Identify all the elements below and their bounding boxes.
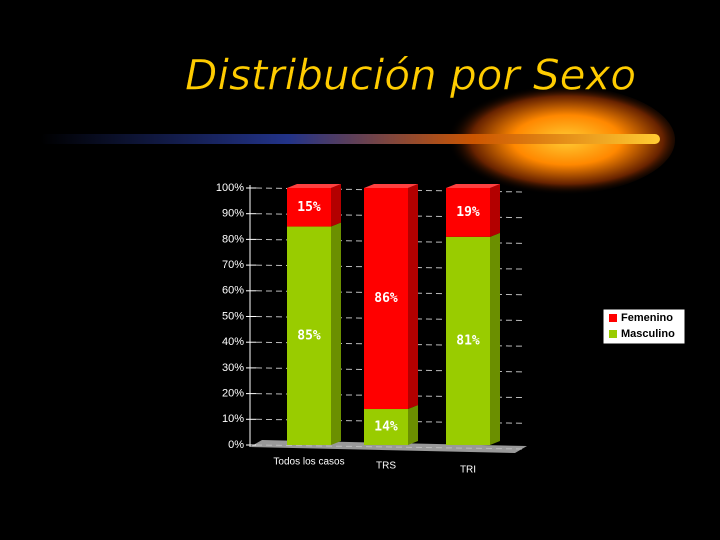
swoosh-line [40, 134, 660, 144]
y-tick-label: 20% [222, 388, 244, 400]
y-tick-label: 60% [222, 285, 244, 297]
bar-side [331, 222, 341, 445]
bar-segment [287, 188, 331, 227]
bar-side [408, 184, 418, 410]
y-tick-label: 30% [222, 362, 244, 374]
bar-segment [364, 409, 408, 445]
legend-label: Masculino [621, 328, 675, 340]
value-label: 19% [456, 205, 480, 220]
x-tick-label: TRS [376, 461, 396, 472]
bar-side [408, 405, 418, 445]
chart: 0% 10% 20% 30% 40% 50% 60% 70% 80% 90% 100% 85% 15% T… [216, 182, 675, 476]
bar-top [446, 184, 500, 188]
value-label: 15% [297, 200, 321, 215]
x-tick-label: Todos los casos [273, 457, 344, 468]
bar-segment [446, 188, 490, 237]
y-tick-label: 10% [222, 413, 244, 425]
bar-top [287, 184, 341, 188]
y-tick-label: 40% [222, 336, 244, 348]
value-label: 85% [297, 328, 321, 343]
grid-line [255, 444, 526, 450]
value-label: 81% [456, 333, 480, 348]
value-label: 86% [374, 291, 398, 306]
legend-label: Femenino [621, 312, 673, 324]
y-tick-label: 90% [222, 208, 244, 220]
slide-title: Distribución por Sexo [185, 51, 636, 100]
legend-swatch [609, 314, 617, 322]
bar-segment [287, 226, 331, 445]
y-tick-label: 100% [216, 182, 244, 194]
bar-side [490, 232, 500, 445]
bar-side [490, 184, 500, 237]
bar-segment [364, 188, 408, 410]
bar-top [364, 184, 418, 188]
y-tick-label: 0% [228, 439, 244, 451]
y-tick-label: 70% [222, 259, 244, 271]
y-tick-label: 80% [222, 233, 244, 245]
x-tick-label: TRI [460, 465, 476, 476]
bar-side [331, 184, 341, 227]
value-label: 14% [374, 420, 398, 435]
bar-segment [446, 236, 490, 445]
legend-swatch [609, 330, 617, 338]
y-tick-label: 50% [222, 310, 244, 322]
